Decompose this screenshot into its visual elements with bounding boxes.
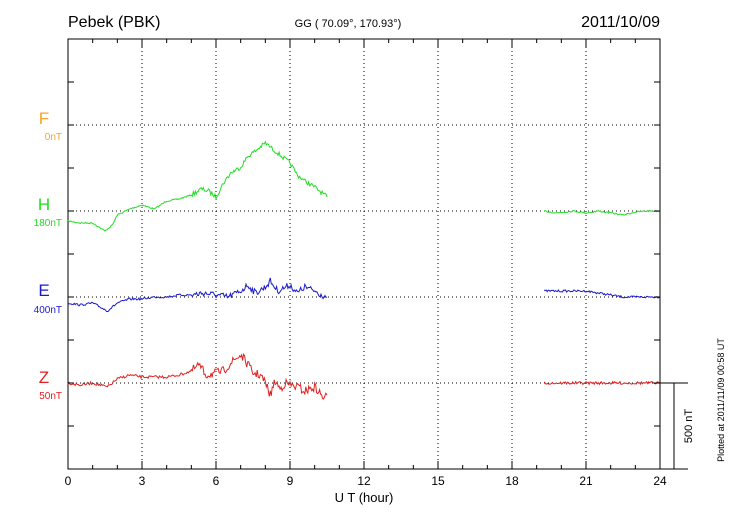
series-line-h: [543, 209, 661, 216]
station-coords: GG ( 70.09°, 170.93°): [295, 18, 402, 30]
x-tick-label: 18: [505, 474, 519, 488]
component-label-e: E: [38, 281, 49, 300]
grid-lines: [68, 39, 660, 469]
x-tick-label: 9: [287, 474, 294, 488]
plotted-timestamp: Plotted at 2011/11/09 00:58 UT: [716, 338, 726, 462]
component-label-z: Z: [39, 368, 49, 387]
date-label: 2011/10/09: [581, 14, 660, 31]
series-line-z: [543, 380, 661, 386]
x-axis-label: U T (hour): [335, 490, 394, 505]
series-line-e: [543, 289, 661, 299]
series-line-e: [67, 277, 328, 313]
station-title: Pebek (PBK): [68, 14, 160, 31]
series-line-h: [67, 140, 328, 232]
x-tick-label: 15: [431, 474, 445, 488]
scale-bar: 500 nT: [660, 382, 695, 470]
component-label-f: F: [39, 109, 49, 128]
x-tick-label: 21: [579, 474, 593, 488]
component-label-h: H: [38, 195, 50, 214]
component-labels: F 0nT H 180nT E 400nT Z 50nT: [34, 109, 62, 402]
x-tick-label: 12: [357, 474, 371, 488]
x-tick-label: 3: [139, 474, 146, 488]
series-layer: [67, 140, 661, 400]
x-tick-label: 0: [65, 474, 72, 488]
component-offset-z: 50nT: [39, 391, 62, 402]
scale-bar-label: 500 nT: [683, 409, 695, 444]
x-tick-label: 6: [213, 474, 220, 488]
component-offset-e: 400nT: [34, 305, 62, 316]
series-line-z: [67, 352, 328, 400]
component-offset-h: 180nT: [34, 218, 62, 229]
x-axis: 0 3 6 9 12 15 18 21 24: [65, 39, 667, 488]
x-tick-label: 24: [653, 474, 667, 488]
component-offset-f: 0nT: [45, 132, 62, 143]
